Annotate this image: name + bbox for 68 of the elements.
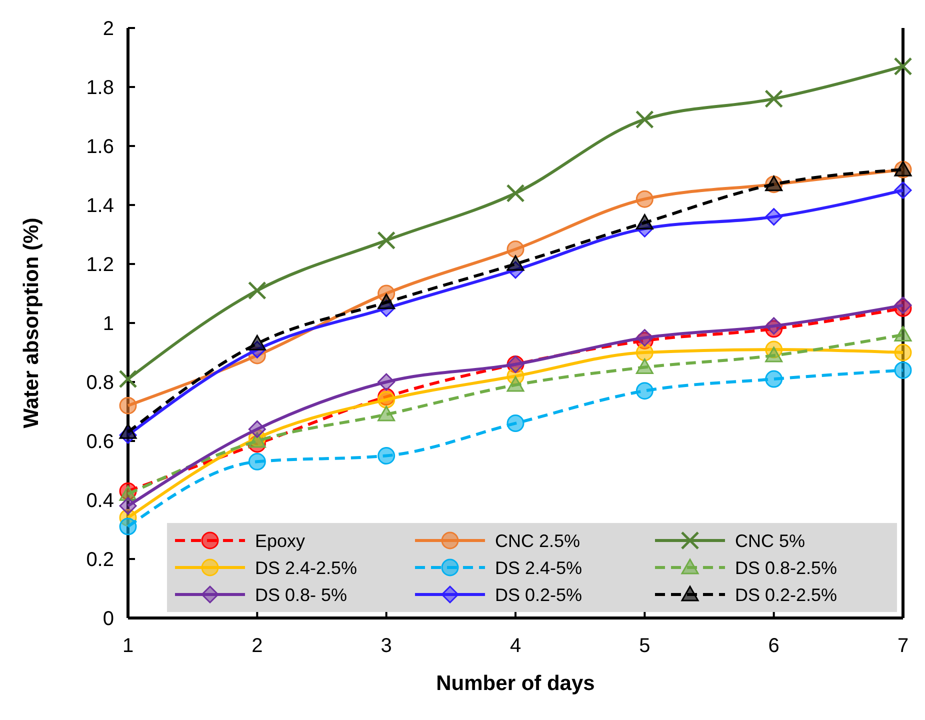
y-axis-title: Water absorption (%) (20, 218, 43, 428)
point (765, 370, 783, 388)
legend-label: CNC 2.5% (495, 530, 580, 551)
x-tick-label: 4 (510, 635, 522, 657)
y-tick-label: 1 (102, 313, 114, 335)
point (377, 231, 396, 250)
point (378, 373, 396, 391)
point (506, 240, 524, 258)
legend-label: DS 2.4-5% (495, 558, 582, 578)
point (248, 281, 266, 300)
point (248, 420, 266, 438)
point (636, 382, 654, 400)
point (378, 390, 396, 408)
point (248, 334, 266, 350)
point (894, 182, 912, 199)
y-tick-label: 1.6 (86, 136, 114, 158)
x-tick-label: 6 (768, 635, 780, 657)
point (506, 255, 524, 271)
legend-label: DS 0.8- 5% (255, 584, 348, 605)
point (636, 329, 654, 346)
legend-label: Epoxy (255, 530, 306, 551)
x-axis-title: Number of days (436, 672, 595, 695)
legend-label: DS 2.4-2.5% (255, 558, 358, 578)
point (894, 326, 912, 342)
point (119, 485, 137, 501)
y-tick-label: 0.2 (86, 549, 114, 571)
legend-label: DS 0.2-5% (495, 584, 582, 605)
x-tick-label: 3 (380, 635, 392, 657)
legend-label: CNC 5% (735, 530, 806, 551)
point (894, 344, 912, 362)
legend-label: DS 0.8-2.5% (735, 558, 838, 578)
point (506, 184, 525, 202)
x-tick-label: 1 (122, 635, 134, 657)
y-tick-label: 0 (102, 608, 114, 630)
point (765, 208, 783, 226)
y-tick-label: 1.2 (86, 254, 114, 276)
y-tick-label: 0.8 (86, 372, 114, 394)
y-tick-label: 1.8 (86, 77, 114, 99)
y-tick-label: 0.4 (86, 490, 114, 512)
y-tick-label: 0.6 (86, 431, 114, 453)
point (378, 406, 396, 422)
point (636, 358, 654, 374)
x-tick-label: 2 (252, 635, 263, 657)
x-tick-label: 5 (639, 635, 650, 657)
point (119, 396, 137, 414)
point (378, 294, 396, 310)
point (894, 57, 912, 76)
point (894, 296, 912, 314)
point (764, 90, 784, 108)
point (765, 346, 783, 362)
point (378, 447, 396, 464)
point (636, 214, 654, 230)
point (119, 518, 137, 536)
point (506, 414, 524, 432)
point (506, 376, 524, 392)
legend-label: DS 0.2-2.5% (735, 584, 838, 605)
point (119, 423, 137, 439)
point (119, 497, 137, 515)
point (636, 344, 654, 362)
point (118, 370, 138, 388)
y-tick-label: 2 (102, 18, 114, 40)
point (765, 317, 783, 335)
point (894, 361, 912, 379)
point (635, 110, 654, 129)
point (248, 452, 266, 470)
x-tick-label: 7 (897, 635, 909, 657)
y-tick-label: 1.4 (86, 195, 114, 217)
point (636, 190, 654, 208)
